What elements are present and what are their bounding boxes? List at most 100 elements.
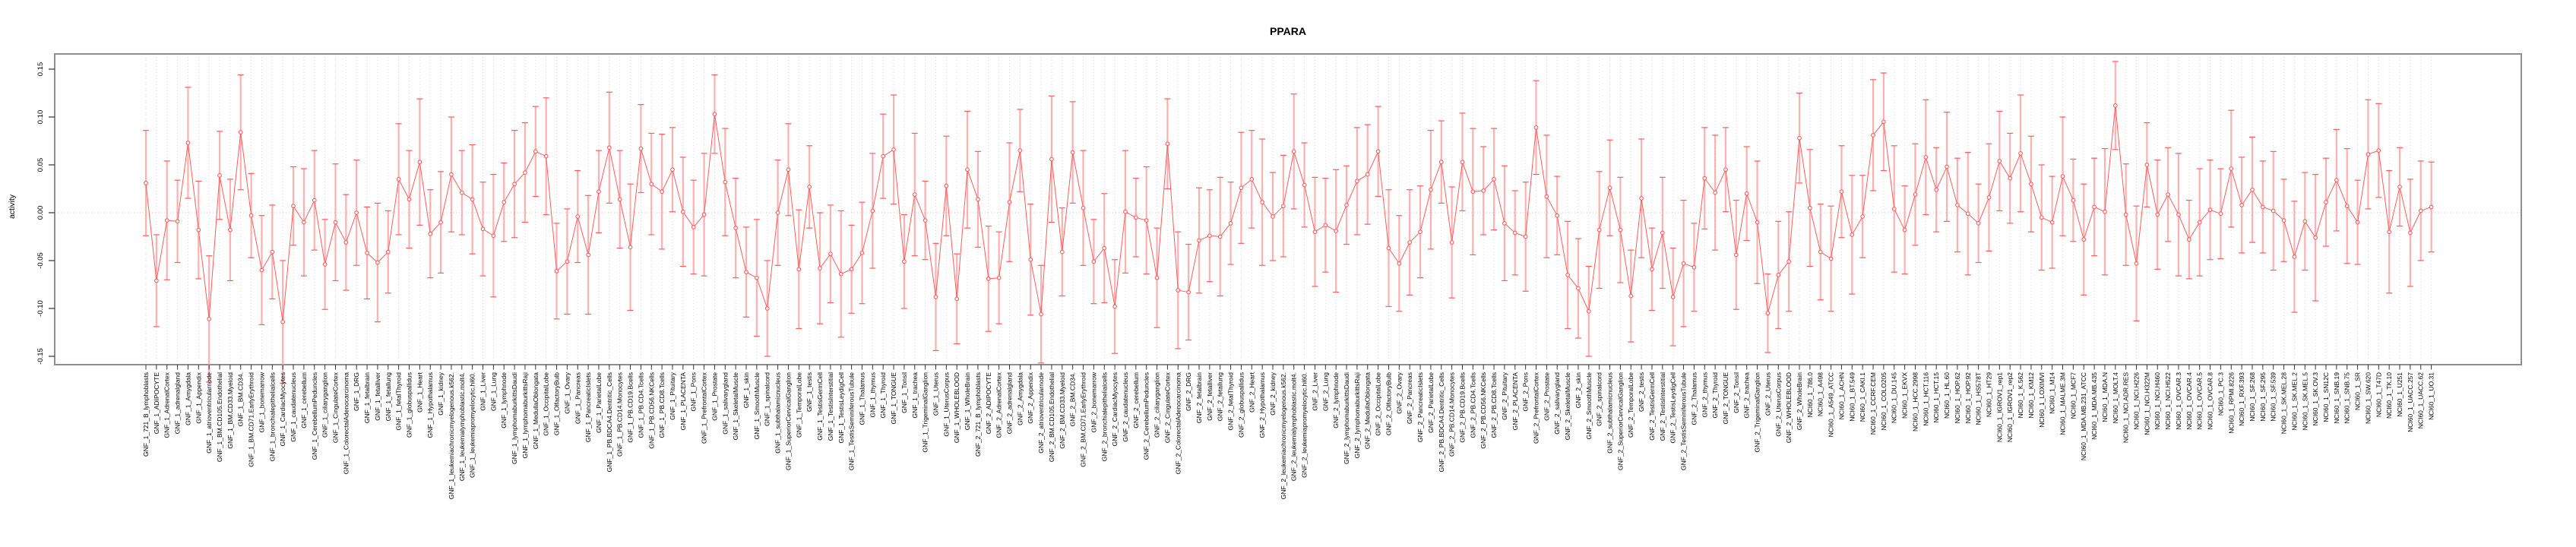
x-tick-label: GNF_2_fetalbrain [1195,372,1203,423]
data-point [764,306,770,311]
x-tick-label: GNF_1_Lung [489,372,497,411]
gridlines-layer [55,54,2521,365]
data-point [1639,196,1644,201]
data-point [312,198,317,203]
x-tick-label: GNF_2_PrefrontalCortex [1533,372,1540,444]
x-tick-label: NCI60_1_SNB.75 [2343,372,2351,424]
data-point [1976,221,1981,226]
x-tick-label: NCI60_1_HS578T [1975,372,1983,425]
x-tick-label: GNF_2_lymphomaburkittsDaudi [1343,372,1350,464]
data-point [2334,178,2339,183]
x-tick-label: GNF_1_721_B_lymphoblasts [142,372,150,457]
data-point [1386,245,1391,251]
data-point [385,249,391,255]
data-point [1650,267,1654,272]
data-point [1344,203,1349,207]
x-tick-label: GNF_1_TestisLeydigCell [837,372,845,444]
x-tick-label: GNF_2_BM.CD71.EarlyErythroid [1080,372,1087,467]
x-tick-label: NCI60_1_OVCAR.3 [2175,372,2182,430]
x-tick-label: GNF_2_AdrenalCortex [995,372,1003,438]
x-tick-label: GNF_2_WHOLEBLOOD [1785,372,1793,443]
data-point [2071,198,2076,203]
data-point [1007,200,1012,204]
data-point [891,147,896,152]
data-point [2018,151,2023,156]
x-tick-label: NCI60_1_HOP.62 [1954,372,1961,424]
data-point [744,270,748,274]
x-tick-label: GNF_2_ciliaryganglion [1154,372,1161,438]
x-tick-label: NCI60_1_COLO205 [1880,372,1888,431]
data-point [1618,227,1623,232]
data-point [2008,175,2013,181]
x-tick-label: GNF_1_lymphnode [500,372,508,428]
x-tick-label: NCI60_1_HCC.2998 [1911,372,1919,432]
data-point [1186,289,1191,295]
data-point [586,252,590,258]
data-point [712,112,717,117]
x-tick-label: GNF_1_UterusCorpus [942,372,950,437]
data-point [701,212,707,217]
x-tick-label: NCI60_1_MDA.MB.231_ATCC [2080,372,2087,460]
data-point [1965,211,1970,217]
x-tick-label: GNF_2_CardiacMyocytes [1111,372,1119,446]
data-point [1291,149,1296,154]
data-point [1786,259,1791,264]
data-point [207,317,212,321]
data-point [228,227,233,232]
y-tick-label: 0.15 [36,62,45,77]
x-tick-label: NCI60_1_HCT.116 [1922,372,1929,426]
x-tick-label: NCI60_1_TK.10 [2385,372,2393,419]
x-tick-label: NCI60_1_NCI.H522 [2164,372,2172,430]
data-point [628,245,633,250]
x-tick-label: GNF_1_SuperiorCervicalGanglion [784,372,792,470]
x-tick-label: GNF_1_Heart [416,372,423,413]
x-tick-label: GNF_2_fetalThyroid [1227,372,1235,431]
x-tick-label: GNF_2_TestisSeminiferousTubule [1680,372,1688,470]
data-point [1744,191,1749,196]
x-tick-label: GNF_1_testis [805,372,813,412]
x-tick-label: NCI60_1_HOP.92 [1964,372,1972,424]
data-point [2344,204,2350,209]
data-point [986,277,991,281]
data-point [1660,230,1665,236]
data-point [1239,185,1244,191]
x-tick-label: GNF_1_DRG [353,372,360,411]
x-tick-label: GNF_1_cerebellum [300,372,308,428]
x-tick-label: GNF_2_lymphnode [1332,372,1340,428]
x-tick-label: NCI60_1_MDA.MB.435 [2090,372,2098,440]
data-point [2197,220,2202,225]
x-tick-label: GNF_1_atrioventricularnode [205,372,213,454]
data-point [1597,227,1602,232]
x-tick-label: GNF_2_leukemialymphoblastic.molt4. [1290,372,1298,481]
series-line [145,105,2432,322]
x-tick-label: GNF_1_PB.CD56.NKCells [647,372,655,449]
x-tick-label: GNF_1_Appendix [195,372,202,423]
x-tick-label: GNF_1_leukemiachronicmyelogenous.k562. [448,372,455,499]
x-tick-label: GNF_2_skin [1574,372,1582,409]
data-point [2418,208,2423,213]
data-point [1860,214,1866,219]
data-point [1197,238,1201,243]
x-tick-label: GNF_2_MedullaOblongata [1364,372,1372,449]
x-tick-label: NCI60_1_UACC.257 [2407,372,2414,432]
data-point [902,259,907,264]
x-tick-label: GNF_1_BM.CD71.EarlyErythroid [248,372,255,467]
x-tick-label: NCI60_1_A549_ATCC [1828,372,1835,437]
x-tick-label: GNF_1_BM.CD33.Myeloid [226,372,234,449]
x-tick-label: GNF_1_WHOLEBLOOD [953,372,960,443]
x-tick-label: GNF_1_Thyroid [879,372,887,419]
x-tick-label: GNF_2_TrigeminalGanglion [1754,372,1761,453]
x-tick-label: GNF_1_ColorectalAdenocarcinoma [342,372,350,474]
x-tick-label: GNF_1_bronchialepithelialcells [268,372,276,461]
data-point [343,240,349,245]
data-point [1228,221,1233,226]
x-tick-label: GNF_2_PB.CD19.Bcells [1458,372,1466,443]
x-tick-label: GNF_1_salivarygland [721,372,729,435]
data-point [1492,177,1496,182]
data-point [259,267,264,273]
data-point [175,219,180,224]
data-point [681,209,685,214]
data-point [2029,182,2033,187]
data-point [1112,304,1117,309]
